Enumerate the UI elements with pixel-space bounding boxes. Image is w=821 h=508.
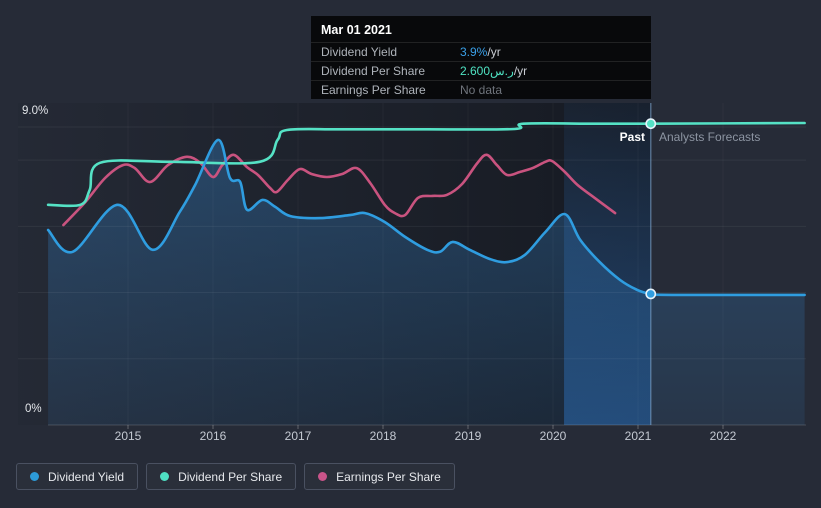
legend-label: Dividend Per Share <box>178 469 283 484</box>
tooltip-row-label: Dividend Yield <box>321 45 398 59</box>
dividend-yield-line <box>46 138 806 297</box>
legend-item-dividend-yield[interactable]: Dividend Yield <box>16 463 139 490</box>
dividend-yield-marker[interactable] <box>645 288 657 300</box>
dividend-per-share-line <box>46 121 806 208</box>
legend-item-dividend-per-share[interactable]: Dividend Per Share <box>146 463 297 490</box>
earnings-per-share-line <box>62 153 617 227</box>
past-label: Past <box>619 130 645 144</box>
legend-dot-icon <box>318 472 328 481</box>
legend-dot-icon <box>160 472 170 481</box>
analysts-forecasts-label: Analysts Forecasts <box>659 130 761 144</box>
tooltip-date: Mar 01 2021 <box>321 23 392 37</box>
legend-dot-icon <box>30 472 39 481</box>
dividend-yield-area <box>48 139 805 425</box>
y-axis-min-label: 0% <box>25 403 42 415</box>
x-axis-label-2016: 2016 <box>199 429 227 443</box>
legend-item-earnings-per-share[interactable]: Earnings Per Share <box>304 463 455 490</box>
x-axis-label-2022: 2022 <box>709 429 737 443</box>
tooltip-row-label: Earnings Per Share <box>321 83 426 97</box>
tooltip-row-label: Dividend Per Share <box>321 64 426 78</box>
y-axis-max-label: 9.0% <box>22 105 49 117</box>
tooltip-row-value: 2.600ر.س <box>460 64 514 78</box>
chart-legend: Dividend Yield Dividend Per Share Earnings… <box>16 463 455 490</box>
tooltip-row: Dividend Per Share 2.600ر.س /yr <box>311 61 651 80</box>
x-axis-label-2019: 2019 <box>454 429 482 443</box>
tooltip-rows: Dividend Yield 3.9% /yr Dividend Per Share… <box>311 42 651 99</box>
x-axis-label-2018: 2018 <box>369 429 397 443</box>
tooltip-row-value: 3.9% <box>460 45 488 59</box>
x-axis-label-2017: 2017 <box>284 429 312 443</box>
tooltip-row-value: No data <box>460 83 503 97</box>
tooltip-row: Earnings Per Share No data <box>311 80 651 99</box>
x-axis-label-2015: 2015 <box>114 429 142 443</box>
tooltip-row-unit: /yr <box>487 45 501 59</box>
tooltip-row-unit: /yr <box>513 64 528 78</box>
x-axis-label-2020: 2020 <box>539 429 567 443</box>
tooltip-row: Dividend Yield 3.9% /yr <box>311 42 651 61</box>
legend-label: Dividend Yield <box>48 469 125 484</box>
x-axis-label-2021: 2021 <box>624 429 652 443</box>
hover-tooltip: Mar 01 2021 Dividend Yield 3.9% /yr Divide… <box>311 16 651 99</box>
legend-label: Earnings Per Share <box>336 469 441 484</box>
dividend-per-share-marker[interactable] <box>645 118 657 130</box>
